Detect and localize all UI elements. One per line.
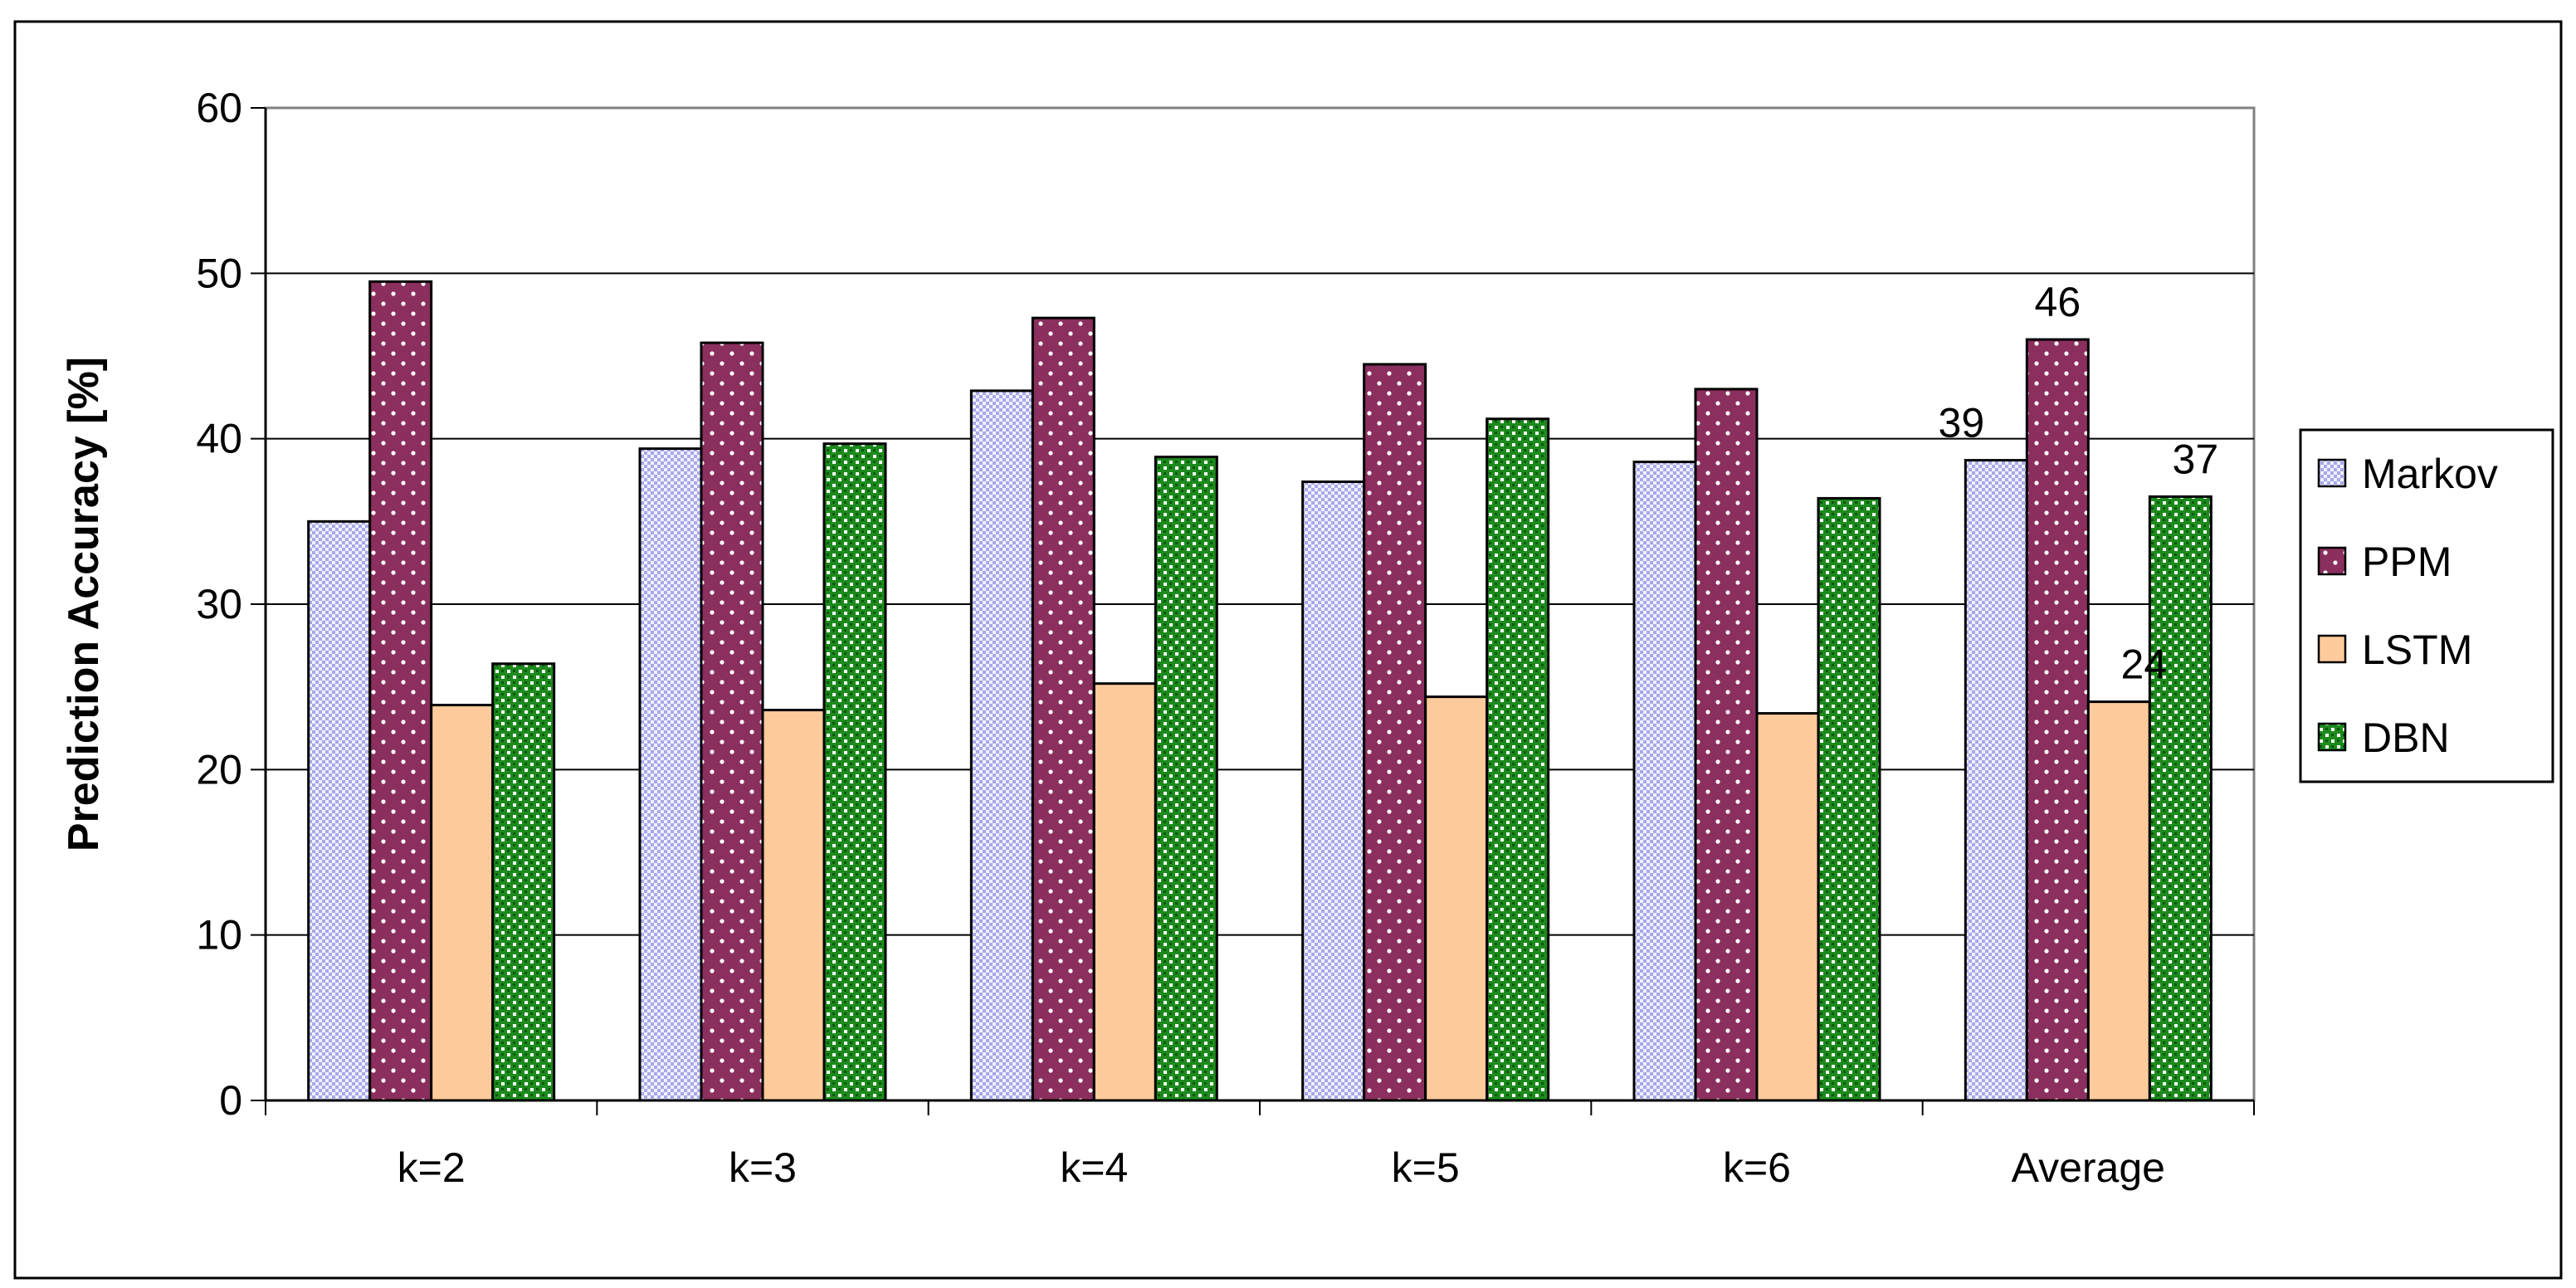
x-category-label: k=2: [398, 1144, 466, 1191]
y-tick-label: 40: [196, 416, 242, 462]
axes: [264, 108, 2255, 1115]
y-tick-label: 60: [196, 85, 242, 131]
bar-dbn-k2: [491, 662, 556, 1102]
bar-dbn-k4: [1154, 456, 1218, 1102]
legend-swatch-dbn: [2317, 722, 2347, 752]
bar-dbn-average: [2148, 495, 2213, 1102]
bar-lstm-k4: [1092, 682, 1157, 1102]
legend-swatch-markov: [2317, 458, 2347, 488]
bar-markov-average: [1964, 459, 2028, 1102]
legend: Markov PPM LSTM DBN: [2299, 428, 2554, 783]
data-label-dbn: 37: [2173, 436, 2219, 482]
bar-ppm-k6: [1694, 388, 1759, 1102]
x-category-labels: k=2 k=3 k=4 k=5 k=6 Average: [398, 1144, 2165, 1191]
bar-markov-k2: [307, 520, 372, 1102]
y-tick-label: 20: [196, 746, 242, 793]
y-tick-label: 50: [196, 250, 242, 296]
y-tick-label: 10: [196, 912, 242, 959]
data-label-lstm: 24: [2121, 642, 2168, 688]
bar-lstm-k3: [761, 709, 826, 1102]
bar-dbn-k6: [1817, 496, 1881, 1102]
x-category-label: k=6: [1723, 1144, 1791, 1191]
data-label-markov: 39: [1939, 400, 1985, 446]
x-category-label: k=3: [729, 1144, 797, 1191]
data-labels: 39 46 24 37: [1939, 279, 2219, 688]
y-tick-label: 30: [196, 581, 242, 627]
x-category-label: k=5: [1392, 1144, 1460, 1191]
bar-ppm-k3: [700, 341, 764, 1102]
bar-ppm-average: [2025, 338, 2090, 1102]
y-tick-label: 0: [219, 1077, 242, 1124]
x-category-label: k=4: [1060, 1144, 1128, 1191]
bars: [307, 280, 2213, 1102]
bar-dbn-k5: [1486, 417, 1550, 1102]
bar-markov-k3: [638, 447, 703, 1102]
bar-markov-k5: [1301, 480, 1366, 1102]
bar-lstm-average: [2086, 700, 2151, 1102]
legend-label-dbn: DBN: [2362, 715, 2450, 761]
x-category-label: Average: [2012, 1144, 2165, 1191]
data-label-ppm: 46: [2035, 279, 2081, 325]
bar-markov-k6: [1632, 461, 1697, 1102]
y-tick-labels: 0 10 20 30 40 50 60: [196, 85, 242, 1124]
legend-label-lstm: LSTM: [2362, 627, 2472, 673]
bar-lstm-k5: [1424, 695, 1489, 1102]
bar-ppm-k2: [368, 280, 433, 1102]
legend-swatch-ppm: [2317, 546, 2347, 576]
bar-dbn-k3: [822, 442, 887, 1102]
gridlines: [251, 107, 2254, 1101]
y-axis-label: Prediction Accuracy [%]: [60, 357, 108, 851]
bar-lstm-k2: [430, 704, 495, 1102]
legend-swatch-lstm: [2317, 634, 2347, 664]
bar-markov-k4: [969, 389, 1034, 1102]
legend-label-markov: Markov: [2362, 451, 2498, 497]
bar-ppm-k4: [1031, 316, 1095, 1102]
legend-label-ppm: PPM: [2362, 539, 2452, 585]
bar-ppm-k5: [1363, 363, 1427, 1102]
bar-lstm-k6: [1755, 712, 1820, 1102]
